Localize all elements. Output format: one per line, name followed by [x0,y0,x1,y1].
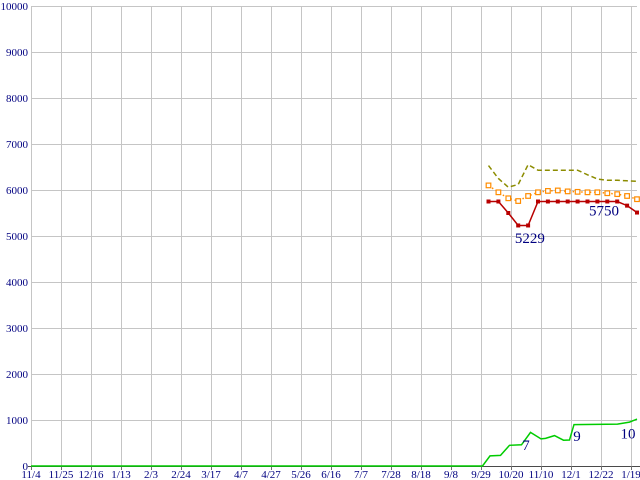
series-orange-dotted-marker [495,189,502,196]
x-axis-label: 2/24 [171,469,191,480]
x-axis-label: 1/13 [111,469,131,480]
x-axis-label: 12/22 [588,469,613,480]
series-green-solid-line [31,418,638,467]
y-axis-label: 5000 [6,231,29,243]
series-red-solid-marker [545,199,550,204]
series-orange-dotted-marker [525,193,531,199]
series-red-solid-marker [625,203,630,208]
series-red-solid-marker [605,199,610,204]
chart-annotation: 5750 [589,203,619,219]
series-orange-dotted-marker [554,187,561,194]
series-red-solid-marker [635,210,639,215]
x-axis-label: 9/29 [471,469,491,480]
series-orange-dotted-marker [535,189,541,196]
x-axis-label: 1/19 [621,469,640,480]
series-orange-dotted-marker [485,182,492,189]
series-red-solid-marker [506,211,511,215]
series-orange-dotted-marker [505,195,512,202]
x-axis-label: 11/10 [529,469,554,480]
y-axis-label: 3000 [6,323,29,335]
x-axis-label: 9/8 [444,469,459,480]
x-axis-label: 2/3 [144,469,159,480]
series-orange-dotted-marker [564,188,571,195]
x-axis-label: 7/7 [354,469,369,480]
x-axis-label: 8/18 [411,469,431,480]
series-orange-dotted-marker [594,189,601,196]
series-orange-dotted-line [488,184,638,202]
y-axis-label: 9000 [6,47,29,59]
series-red-solid-marker [565,199,570,204]
x-axis-label: 11/25 [49,469,74,480]
chart-annotation: 7 [522,438,530,454]
series-red-solid-marker [555,199,560,204]
series-red-solid-marker [575,199,580,204]
x-axis-label: 11/4 [21,469,41,480]
series-orange-dotted-marker [584,189,591,196]
x-axis-label: 6/16 [321,469,341,480]
chart-annotation: 9 [573,429,581,445]
series-orange-dotted-marker [604,190,611,197]
y-axis-label: 0 [23,461,29,473]
series-orange-dotted-marker [624,193,630,199]
series-red-solid-marker [595,199,600,204]
y-axis-label: 10000 [1,1,29,13]
y-axis-label: 4000 [6,277,29,289]
series-orange-dotted-marker [515,198,522,204]
series-red-solid-marker [496,199,501,204]
series-orange-dotted-marker [574,188,581,195]
series-red-solid-marker [615,199,620,204]
chart-annotation: 10 [621,426,636,442]
series-red-solid-marker [486,199,491,204]
series-red-solid-line [488,200,638,227]
series-orange-dotted-marker [634,196,640,203]
x-axis-label: 7/28 [381,469,401,480]
series-red-solid-marker [516,223,521,228]
y-axis-label: 2000 [6,369,29,381]
series-red-solid-marker [585,199,590,204]
y-axis-label: 1000 [6,415,29,427]
x-axis-label: 3/17 [201,469,221,480]
series-orange-dotted-marker [614,191,621,198]
x-axis-label: 12/1 [561,469,581,480]
series-red-solid-marker [526,223,531,228]
series-olive-dashed-line [487,163,638,189]
chart-annotation: 5229 [515,231,545,247]
x-axis-label: 5/26 [291,469,311,480]
x-axis-label: 4/7 [234,469,249,480]
series-orange-dotted-marker [544,188,551,194]
series-red-solid-marker [536,199,540,204]
y-axis-label: 8000 [6,93,29,105]
y-axis-label: 6000 [6,185,29,197]
x-axis-label: 10/20 [498,469,524,480]
x-axis-label: 4/27 [261,469,281,480]
x-axis-label: 12/16 [78,469,104,480]
y-axis-label: 7000 [6,139,29,151]
